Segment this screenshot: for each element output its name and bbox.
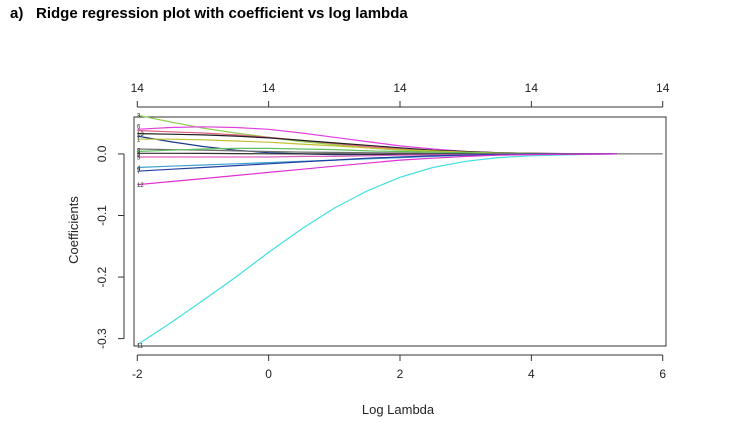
coefficient-path-6	[137, 135, 617, 156]
figure-title: Ridge regression plot with coefficient v…	[36, 5, 408, 22]
y-tick-label: 0.0	[95, 145, 109, 162]
coefficient-path-14	[137, 153, 617, 186]
coefficient-path-1	[136, 153, 617, 346]
top-axis: 14 14 14 14 14	[131, 81, 670, 108]
top-tick-label: 14	[262, 81, 276, 95]
path-label: 13	[137, 132, 144, 138]
x-tick-label: 6	[659, 367, 666, 381]
x-axis-title: Log Lambda	[362, 402, 435, 417]
coefficient-paths	[136, 114, 663, 346]
path-label: 5	[137, 156, 141, 162]
figure-heading: a) Ridge regression plot with coefficient…	[10, 5, 408, 22]
top-tick-label: 14	[525, 81, 539, 95]
path-label: 1	[137, 138, 141, 144]
path-label: 11	[137, 343, 144, 349]
x-tick-label: 2	[397, 367, 404, 381]
y-tick-label: -0.2	[95, 266, 109, 287]
top-tick-label: 14	[131, 81, 145, 95]
y-tick-label: -0.1	[95, 205, 109, 226]
path-label: 7	[137, 170, 141, 176]
top-tick-label: 14	[393, 81, 407, 95]
y-axis-title: Coefficients	[66, 196, 81, 264]
path-label: 4	[137, 166, 141, 172]
path-label: 3	[137, 114, 141, 120]
plot-frame	[133, 116, 667, 347]
x-tick-label: -2	[132, 367, 143, 381]
path-label: 12	[137, 183, 144, 189]
path-label: 8	[137, 149, 141, 155]
y-axis: 0.0 -0.1 -0.2 -0.3	[95, 145, 125, 349]
top-tick-label: 14	[656, 81, 670, 95]
x-tick-label: 4	[528, 367, 535, 381]
path-label: 9	[137, 152, 141, 158]
y-tick-label: -0.3	[95, 328, 109, 349]
figure-label: a)	[10, 5, 24, 22]
x-axis: -2 0 2 4 6	[132, 354, 666, 381]
x-tick-label: 0	[265, 367, 272, 381]
path-label: 6	[137, 125, 141, 131]
